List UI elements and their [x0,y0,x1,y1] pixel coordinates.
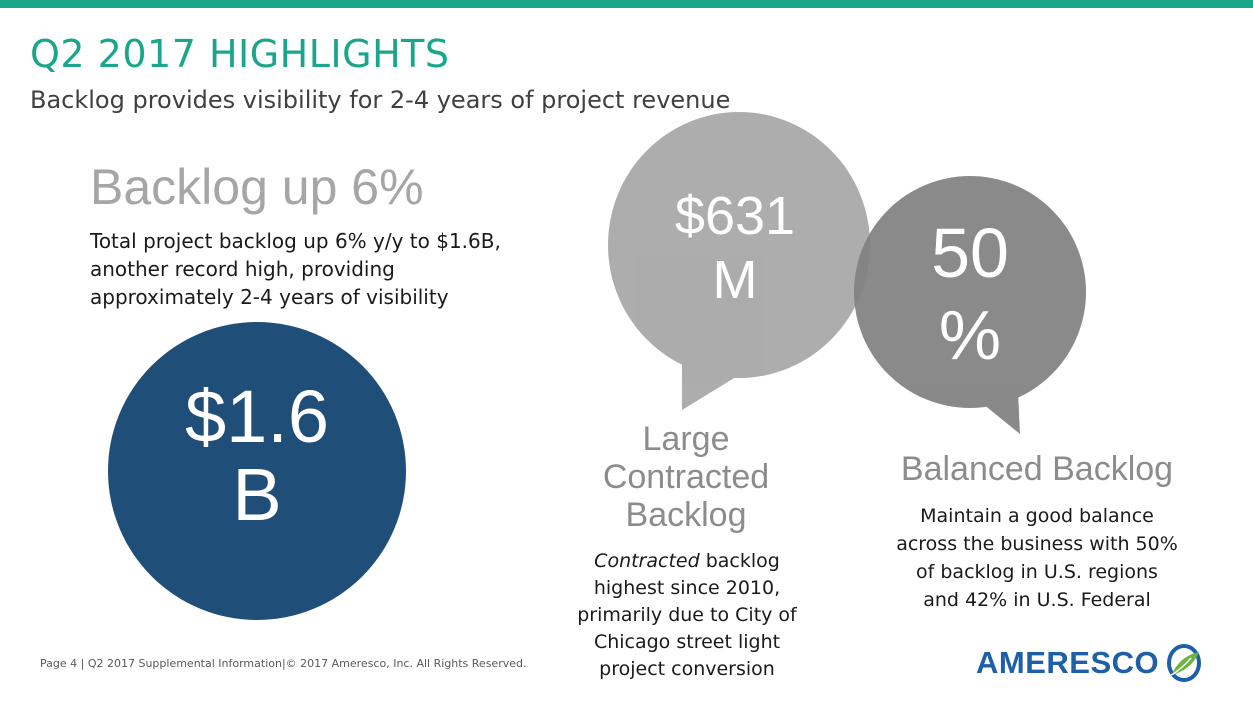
heading-line: Large [642,420,730,458]
description-line: another record high, providing [90,257,395,281]
value-line: 50 [931,214,1009,292]
description-line: highest since 2010, [593,577,781,599]
ameresco-leaf-logo-icon [1167,644,1202,682]
page-title: Q2 2017 HIGHLIGHTS [30,32,450,76]
description-line: project conversion [599,658,775,680]
value-line: $631 [674,186,796,246]
total-backlog-value: $1.6 B [108,378,406,534]
balanced-backlog-value: 50 % [862,212,1078,376]
italic-word: Contracted [594,550,700,572]
value-line: $1.6 [184,375,330,458]
footer-text: Page 4 | Q2 2017 Supplemental Informatio… [40,657,527,670]
backlog-growth-description: Total project backlog up 6% y/y to $1.6B… [90,227,560,311]
description-line: primarily due to City of [577,604,797,626]
description-line: Total project backlog up 6% y/y to $1.6B… [90,229,501,253]
description-line: and 42% in U.S. Federal [923,589,1151,611]
contracted-backlog-heading: Large Contracted Backlog [566,420,806,534]
contracted-backlog-description: Contracted backlog highest since 2010, p… [556,548,818,683]
logo-wordmark: AMERESCO [976,645,1160,680]
heading-line: Contracted [602,458,770,496]
contracted-backlog-bubble [608,112,870,410]
description-line: Contracted backlog [556,548,818,575]
backlog-growth-heading: Backlog up 6% [90,159,424,215]
balanced-backlog-description: Maintain a good balance across the busin… [866,502,1208,614]
description-line: approximately 2-4 years of visibility [90,285,449,309]
total-backlog-circle [108,322,406,620]
contracted-backlog-value: $631 M [620,184,850,312]
value-line: B [232,453,282,536]
description-text: backlog [699,550,780,572]
description-line: of backlog in U.S. regions [916,561,1158,583]
top-accent-bar [0,0,1253,8]
description-line: Chicago street light [593,631,781,653]
ameresco-logo: AMERESCO [976,640,1205,686]
value-line: M [712,250,758,310]
page-subtitle: Backlog provides visibility for 2-4 year… [30,86,731,114]
value-line: % [938,296,1002,374]
description-line: across the business with 50% [896,533,1178,555]
balanced-backlog-bubble [854,176,1086,434]
balanced-backlog-heading: Balanced Backlog [900,450,1174,488]
heading-line: Backlog [625,496,747,534]
description-line: Maintain a good balance [920,505,1154,527]
